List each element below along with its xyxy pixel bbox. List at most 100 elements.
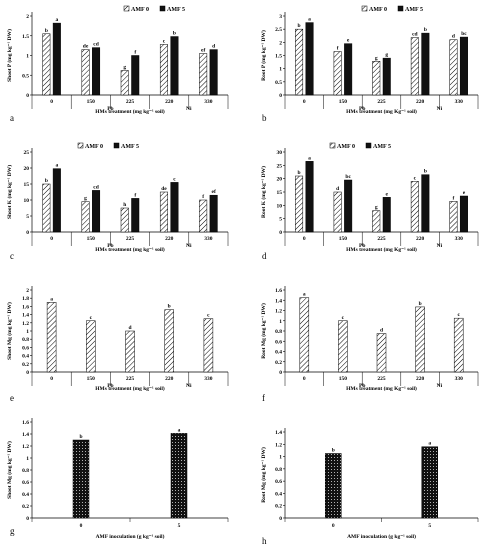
y-tick-label: 25	[24, 150, 30, 156]
y-tick-label: 1.8	[22, 296, 29, 302]
bar	[344, 43, 353, 96]
group-label: Ni	[186, 383, 192, 389]
legend-swatch	[365, 142, 372, 149]
bar	[81, 49, 90, 96]
x-axis-label: AMF inoculation (g kg⁻¹ soil)	[347, 533, 416, 540]
significance-letter: a	[308, 155, 311, 161]
significance-letter: c	[457, 312, 460, 318]
y-axis-label: Root Mg (mg kg⁻¹ DW)	[260, 447, 267, 503]
significance-letter: b	[173, 31, 176, 37]
y-tick-label: 1.6	[275, 288, 282, 294]
y-tick-label: 20	[24, 166, 30, 172]
bar	[333, 51, 342, 96]
x-tick-label: 330	[455, 99, 464, 105]
y-tick-label: 1.4	[22, 313, 29, 319]
significance-letter: b	[424, 27, 427, 33]
bar	[42, 33, 51, 96]
x-tick-label: 225	[377, 236, 386, 242]
legend: AMF 0 AMF 5	[77, 142, 139, 150]
panel-label: b	[262, 113, 267, 123]
y-axis-label: Shoot K (mg kg⁻¹ DW)	[6, 165, 13, 219]
x-tick-label: 220	[165, 99, 174, 105]
significance-letter: b	[45, 28, 48, 34]
legend-swatch	[397, 5, 404, 12]
x-axis-label: HMs treatment (mg kg⁻¹ soil)	[95, 246, 165, 253]
y-tick-label: 2.5	[275, 27, 282, 33]
significance-letter: a	[303, 292, 306, 298]
y-tick-label: 0.6	[275, 479, 282, 485]
panel-g: 0 0.2 0.4 0.6 0.8 1 1.2 1.4 1.6 0 5 b a AMF inoculati…	[6, 418, 229, 540]
y-tick-label: 0	[26, 516, 29, 522]
significance-letter: cd	[412, 32, 418, 38]
significance-letter: b	[79, 434, 82, 440]
y-tick-label: 0.2	[22, 362, 29, 368]
significance-letter: b	[298, 170, 301, 176]
y-axis-label: Root Mg (mg kg⁻¹ DW)	[260, 303, 267, 359]
bar	[120, 70, 129, 96]
x-tick-label: 0	[303, 236, 306, 242]
significance-letter: b	[298, 23, 301, 29]
y-tick-label: 0.8	[22, 468, 29, 474]
legend-swatch	[113, 142, 120, 149]
panel-label: f	[262, 393, 265, 403]
y-tick-label: 0	[26, 230, 29, 236]
x-tick-label: 220	[416, 99, 425, 105]
bar	[382, 57, 391, 96]
panel-label: d	[262, 251, 267, 261]
significance-letter: c	[342, 315, 345, 321]
x-tick-label: 220	[416, 376, 425, 382]
bar	[376, 333, 387, 373]
y-tick-label: 10	[277, 203, 283, 209]
x-axis-label: HMs treatment (mg kg⁻¹ soil)	[95, 385, 165, 392]
significance-letter: a	[55, 17, 58, 23]
x-tick-label: 0	[332, 523, 335, 529]
bar	[449, 39, 458, 96]
significance-letter: e	[386, 191, 389, 197]
bar	[295, 175, 304, 233]
bar	[209, 194, 218, 233]
y-tick-label: 1	[26, 54, 29, 60]
y-tick-label: 1.4	[275, 298, 282, 304]
bar	[410, 37, 419, 96]
x-axis-label: HMs treatment (mg Kg⁻¹ soil)	[346, 246, 417, 253]
y-axis-label: Shoot P (mg kg⁻¹ DW)	[6, 29, 13, 82]
bar	[459, 36, 468, 96]
bar	[299, 297, 310, 373]
significance-letter: de	[83, 44, 89, 50]
y-tick-label: 0	[279, 516, 282, 522]
x-tick-label: 225	[377, 376, 386, 382]
legend-swatch	[159, 5, 166, 12]
panel-label: g	[10, 526, 15, 536]
bar	[421, 174, 430, 233]
panel-label: a	[10, 113, 14, 123]
significance-letter: d	[380, 328, 383, 334]
bar	[52, 22, 61, 96]
x-tick-label: 220	[165, 236, 174, 242]
y-tick-label: 2	[26, 14, 29, 20]
significance-letter: b	[168, 304, 171, 310]
y-tick-label: 15	[24, 182, 30, 188]
y-tick-label: 1	[279, 67, 282, 73]
legend-label: AMF 5	[373, 144, 391, 150]
significance-letter: f	[134, 192, 136, 198]
bar	[372, 61, 381, 96]
panel-c: 0 5 10 15 20 25 0 150 225 220 330 Pb Ni b g h de f a cd f c ef…	[6, 142, 229, 261]
significance-letter: a	[428, 441, 431, 447]
x-tick-label: 0	[80, 523, 83, 529]
y-tick-label: 15	[277, 190, 283, 196]
x-tick-label: 225	[126, 99, 135, 105]
y-tick-label: 2	[26, 288, 29, 294]
bar	[170, 36, 179, 96]
panel-f: 0 0.2 0.4 0.6 0.8 1 1.2 1.4 1.6 0 150 225 220 330 Pb Ni…	[260, 286, 479, 403]
panel-label: e	[10, 393, 14, 403]
legend: AMF 0 AMF 5	[123, 5, 185, 13]
bar	[333, 191, 342, 233]
y-tick-label: 1.5	[22, 34, 29, 40]
y-tick-label: 0.4	[275, 491, 282, 497]
x-tick-label: 330	[455, 236, 464, 242]
bar	[372, 210, 381, 233]
x-tick-label: 220	[416, 236, 425, 242]
y-tick-label: 3	[279, 14, 282, 20]
y-tick-label: 1.2	[22, 444, 29, 450]
y-tick-label: 25	[277, 163, 283, 169]
